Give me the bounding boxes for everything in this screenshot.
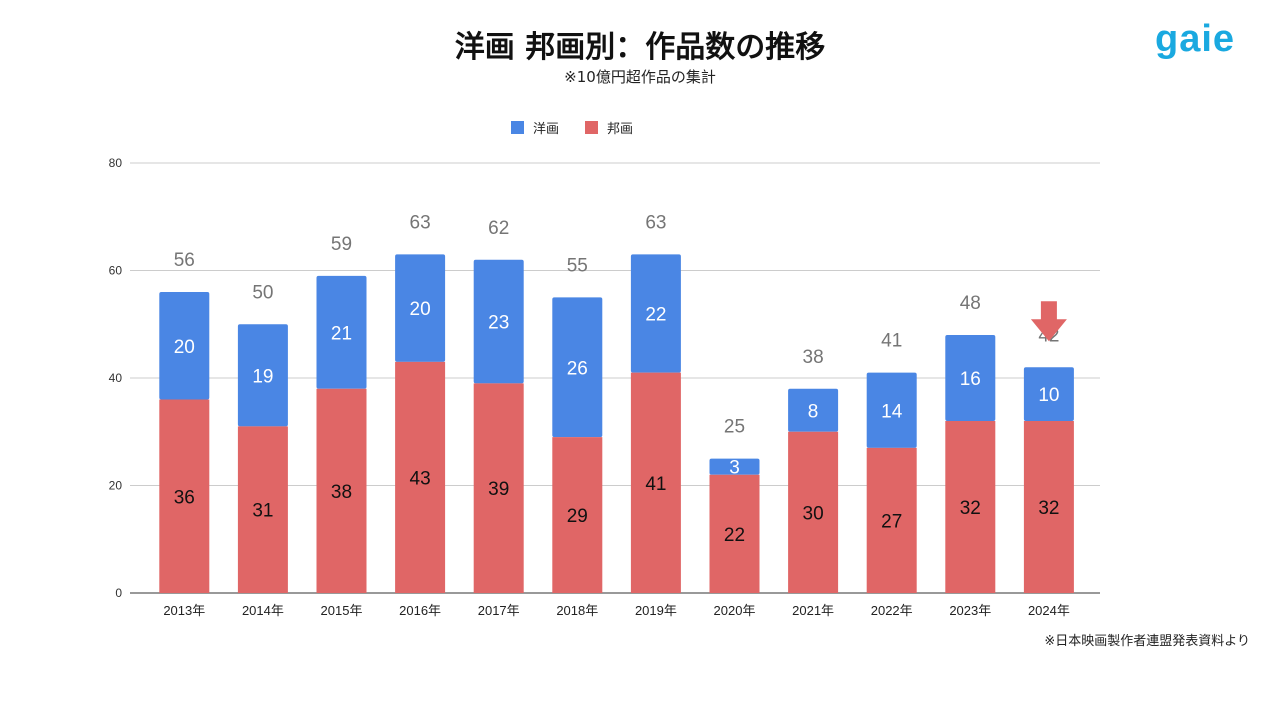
data-label-foreign: 3 bbox=[729, 458, 740, 479]
y-tick-label: 20 bbox=[109, 479, 123, 493]
data-label-domestic: 43 bbox=[410, 468, 431, 489]
x-tick-label: 2017年 bbox=[478, 603, 520, 618]
data-label-domestic: 29 bbox=[567, 506, 588, 527]
bar-foreign bbox=[788, 388, 839, 432]
x-tick-label: 2023年 bbox=[949, 603, 991, 618]
bar-domestic bbox=[1023, 421, 1074, 593]
data-label-domestic: 36 bbox=[174, 487, 195, 508]
data-label-foreign: 14 bbox=[881, 401, 903, 422]
bar-domestic bbox=[709, 474, 760, 593]
total-label: 62 bbox=[488, 218, 509, 239]
legend-swatch bbox=[511, 121, 524, 134]
bar-foreign bbox=[709, 458, 760, 475]
bar-domestic bbox=[552, 437, 603, 593]
bar-domestic bbox=[395, 361, 446, 593]
data-label-domestic: 27 bbox=[881, 511, 902, 532]
bar-domestic bbox=[316, 388, 367, 593]
data-label-domestic: 32 bbox=[1038, 498, 1059, 519]
data-label-domestic: 30 bbox=[803, 503, 824, 524]
data-label-foreign: 23 bbox=[488, 313, 509, 334]
total-label: 55 bbox=[567, 255, 588, 276]
total-label: 63 bbox=[410, 212, 431, 233]
bar-foreign bbox=[1023, 367, 1074, 421]
legend-swatch bbox=[585, 121, 598, 134]
total-label: 59 bbox=[331, 234, 352, 255]
x-tick-label: 2019年 bbox=[635, 603, 677, 618]
total-label: 63 bbox=[645, 212, 666, 233]
y-tick-label: 60 bbox=[109, 264, 123, 278]
data-label-domestic: 32 bbox=[960, 498, 981, 519]
x-tick-label: 2015年 bbox=[321, 603, 363, 618]
legend-label: 洋画 bbox=[533, 121, 559, 136]
data-label-foreign: 16 bbox=[960, 369, 981, 390]
data-label-domestic: 22 bbox=[724, 525, 745, 546]
bar-domestic bbox=[159, 399, 210, 593]
x-tick-label: 2024年 bbox=[1028, 603, 1070, 618]
data-label-foreign: 10 bbox=[1038, 385, 1059, 406]
bar-foreign bbox=[316, 275, 367, 389]
x-tick-label: 2022年 bbox=[871, 603, 913, 618]
bar-foreign bbox=[473, 259, 524, 384]
data-label-domestic: 41 bbox=[645, 474, 666, 495]
total-label: 48 bbox=[960, 293, 981, 314]
bar-domestic bbox=[630, 372, 681, 593]
bar-foreign bbox=[552, 297, 603, 438]
y-tick-label: 40 bbox=[109, 371, 123, 385]
data-label-foreign: 20 bbox=[174, 337, 195, 358]
bar-foreign bbox=[395, 254, 446, 362]
source-note: ※日本映画製作者連盟発表資料より bbox=[1044, 634, 1250, 649]
data-label-domestic: 31 bbox=[252, 501, 273, 522]
down-arrow-icon bbox=[1030, 301, 1067, 342]
bar-domestic bbox=[788, 431, 839, 593]
bar-domestic bbox=[237, 426, 288, 593]
bar-foreign bbox=[945, 335, 996, 421]
data-label-foreign: 21 bbox=[331, 323, 352, 344]
total-label: 50 bbox=[252, 282, 273, 303]
y-tick-label: 80 bbox=[109, 156, 123, 170]
bar-domestic bbox=[945, 421, 996, 593]
total-label: 38 bbox=[803, 347, 824, 368]
x-tick-label: 2014年 bbox=[242, 603, 284, 618]
y-tick-label: 0 bbox=[115, 586, 122, 600]
bar-foreign bbox=[237, 324, 288, 427]
x-tick-label: 2016年 bbox=[399, 603, 441, 618]
data-label-foreign: 20 bbox=[410, 299, 431, 320]
bar-foreign bbox=[159, 292, 210, 400]
chart-title: 洋画 邦画別：作品数の推移 bbox=[454, 30, 826, 65]
data-label-foreign: 19 bbox=[252, 366, 273, 387]
total-label: 56 bbox=[174, 250, 195, 271]
data-label-foreign: 8 bbox=[808, 401, 819, 422]
x-tick-label: 2013年 bbox=[163, 603, 205, 618]
data-label-domestic: 38 bbox=[331, 482, 352, 503]
bar-domestic bbox=[473, 383, 524, 593]
data-label-foreign: 26 bbox=[567, 358, 588, 379]
legend-label: 邦画 bbox=[607, 121, 633, 136]
total-label: 41 bbox=[881, 331, 902, 352]
bar-foreign bbox=[866, 372, 917, 448]
bar-foreign bbox=[630, 254, 681, 373]
data-label-domestic: 39 bbox=[488, 479, 509, 500]
chart-subtitle: ※10億円超作品の集計 bbox=[564, 68, 716, 86]
gaie-logo: gaie bbox=[1155, 18, 1236, 60]
x-tick-label: 2020年 bbox=[714, 603, 756, 618]
x-tick-label: 2018年 bbox=[556, 603, 598, 618]
total-label: 25 bbox=[724, 417, 745, 438]
x-tick-label: 2021年 bbox=[792, 603, 834, 618]
data-label-foreign: 22 bbox=[645, 305, 666, 326]
bar-domestic bbox=[866, 447, 917, 593]
